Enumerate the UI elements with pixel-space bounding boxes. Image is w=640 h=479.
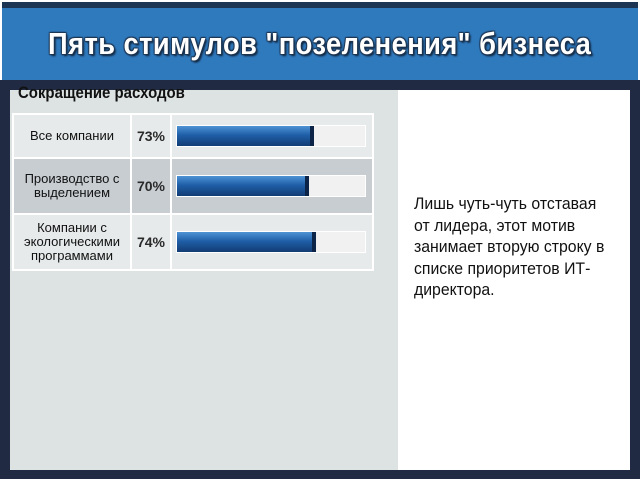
stats-table: Все компании 73% Производство с выделени… <box>12 113 374 271</box>
bar-track <box>176 125 366 147</box>
bar-fill <box>177 176 309 196</box>
bar-fill <box>177 232 317 252</box>
description-text: Лишь чуть-чуть отставая от лидера, этот … <box>414 194 605 299</box>
row-label: Компании с экологическими программами <box>14 215 132 269</box>
row-percent: 73% <box>132 115 172 157</box>
bar-track <box>176 231 366 253</box>
section-title: Сокращение расходов <box>18 83 185 102</box>
bar-fill <box>177 126 315 146</box>
page-title: Пять стимулов "позеленения" бизнеса <box>48 26 592 61</box>
table-row: Компании с экологическими программами 74… <box>14 215 372 269</box>
description-area <box>398 90 630 470</box>
row-percent: 74% <box>132 215 172 269</box>
row-label: Производство с выделением <box>14 159 132 213</box>
bar-track <box>176 175 366 197</box>
title-bar: Пять стимулов "позеленения" бизнеса <box>2 2 638 80</box>
table-row: Производство с выделением 70% <box>14 159 372 215</box>
row-percent: 70% <box>132 159 172 213</box>
row-label: Все компании <box>14 115 132 157</box>
table-row: Все компании 73% <box>14 115 372 159</box>
